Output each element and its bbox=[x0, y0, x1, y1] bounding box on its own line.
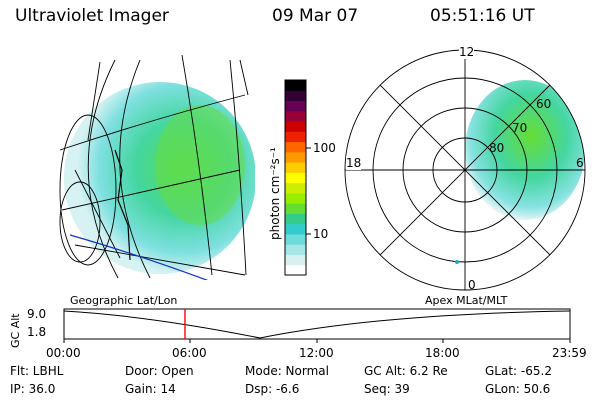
colorbar-segment bbox=[285, 213, 306, 225]
colorbar-label-100: 100 bbox=[313, 141, 336, 155]
colorbar-segment bbox=[285, 192, 306, 204]
colorbar-segment bbox=[285, 264, 306, 276]
info-seq: Seq: 39 bbox=[364, 382, 410, 396]
colorbar-segment bbox=[285, 233, 306, 245]
mlat-label-80: 80 bbox=[489, 141, 505, 155]
header-time: 05:51:16 UT bbox=[430, 6, 535, 26]
info-glat: GLat: -65.2 bbox=[485, 364, 552, 378]
colorbar-unit: photon cm⁻²s⁻¹ bbox=[268, 147, 282, 240]
geographic-image bbox=[59, 55, 255, 280]
coastline bbox=[114, 149, 131, 261]
mlt-label-0: 0 bbox=[468, 278, 476, 292]
altitude-tick-top: 9.0 bbox=[27, 307, 47, 321]
info-filter: Flt: LBHL bbox=[10, 364, 64, 378]
info-door: Door: Open bbox=[125, 364, 194, 378]
apex-coord-label: Apex MLat/MLT bbox=[425, 294, 508, 307]
info-ip: IP: 36.0 bbox=[10, 382, 56, 396]
info-gain: Gain: 14 bbox=[125, 382, 176, 396]
info-dsp: Dsp: -6.6 bbox=[245, 382, 300, 396]
info-mode: Mode: Normal bbox=[245, 364, 329, 378]
colorbar-segment bbox=[285, 223, 306, 235]
mlat-label-70: 70 bbox=[512, 121, 528, 135]
time-ticks bbox=[63, 339, 571, 343]
colorbar-segment bbox=[285, 162, 306, 173]
altitude-curve bbox=[63, 310, 571, 339]
colorbar-segment bbox=[285, 121, 306, 132]
colorbar-segment bbox=[285, 100, 306, 112]
time-label-0600: 06:00 bbox=[172, 346, 207, 360]
altitude-axis-label: GC Alt bbox=[9, 313, 22, 348]
info-gc-alt: GC Alt: 6.2 Re bbox=[364, 364, 448, 378]
colorbar-segment bbox=[285, 131, 306, 143]
colorbar-segment bbox=[285, 151, 306, 163]
header-date: 09 Mar 07 bbox=[272, 6, 359, 26]
colorbar-frame bbox=[284, 79, 307, 276]
auroral-oval-left bbox=[155, 105, 245, 225]
colorbar-segment bbox=[285, 80, 306, 91]
time-label-0000: 00:00 bbox=[46, 346, 81, 360]
info-glon: GLon: 50.6 bbox=[485, 382, 551, 396]
time-label-1800: 18:00 bbox=[425, 346, 460, 360]
colorbar-segment bbox=[285, 182, 306, 194]
colorbar-label-10: 10 bbox=[313, 227, 329, 241]
time-label-1200: 12:00 bbox=[299, 346, 334, 360]
time-label-2359: 23:59 bbox=[552, 346, 587, 360]
altitude-plot bbox=[63, 308, 571, 343]
colorbar-segment bbox=[285, 110, 306, 122]
mlt-label-6: 6 bbox=[576, 156, 584, 170]
polar-spot bbox=[455, 260, 459, 264]
polar-grid bbox=[344, 49, 586, 291]
terminator-line bbox=[69, 234, 209, 280]
colorbar-segment bbox=[285, 203, 306, 214]
colorbar-segment bbox=[285, 141, 306, 153]
mlat-label-60: 60 bbox=[536, 97, 552, 111]
geo-coord-label: Geographic Lat/Lon bbox=[70, 294, 178, 307]
colorbar-segment bbox=[285, 172, 306, 184]
mlt-label-18: 18 bbox=[346, 156, 362, 170]
lat-lon-grid bbox=[59, 55, 249, 279]
auroral-glow-right bbox=[465, 80, 585, 220]
altitude-tick-bottom: 1.8 bbox=[27, 325, 47, 339]
colorbar-segment bbox=[285, 254, 306, 266]
colorbar-segment bbox=[285, 90, 306, 102]
colorbar bbox=[285, 80, 306, 276]
polar-plot bbox=[344, 49, 586, 291]
colorbar-segment bbox=[285, 244, 306, 255]
instrument-title: Ultraviolet Imager bbox=[15, 6, 169, 26]
mlt-label-12: 12 bbox=[459, 45, 475, 59]
